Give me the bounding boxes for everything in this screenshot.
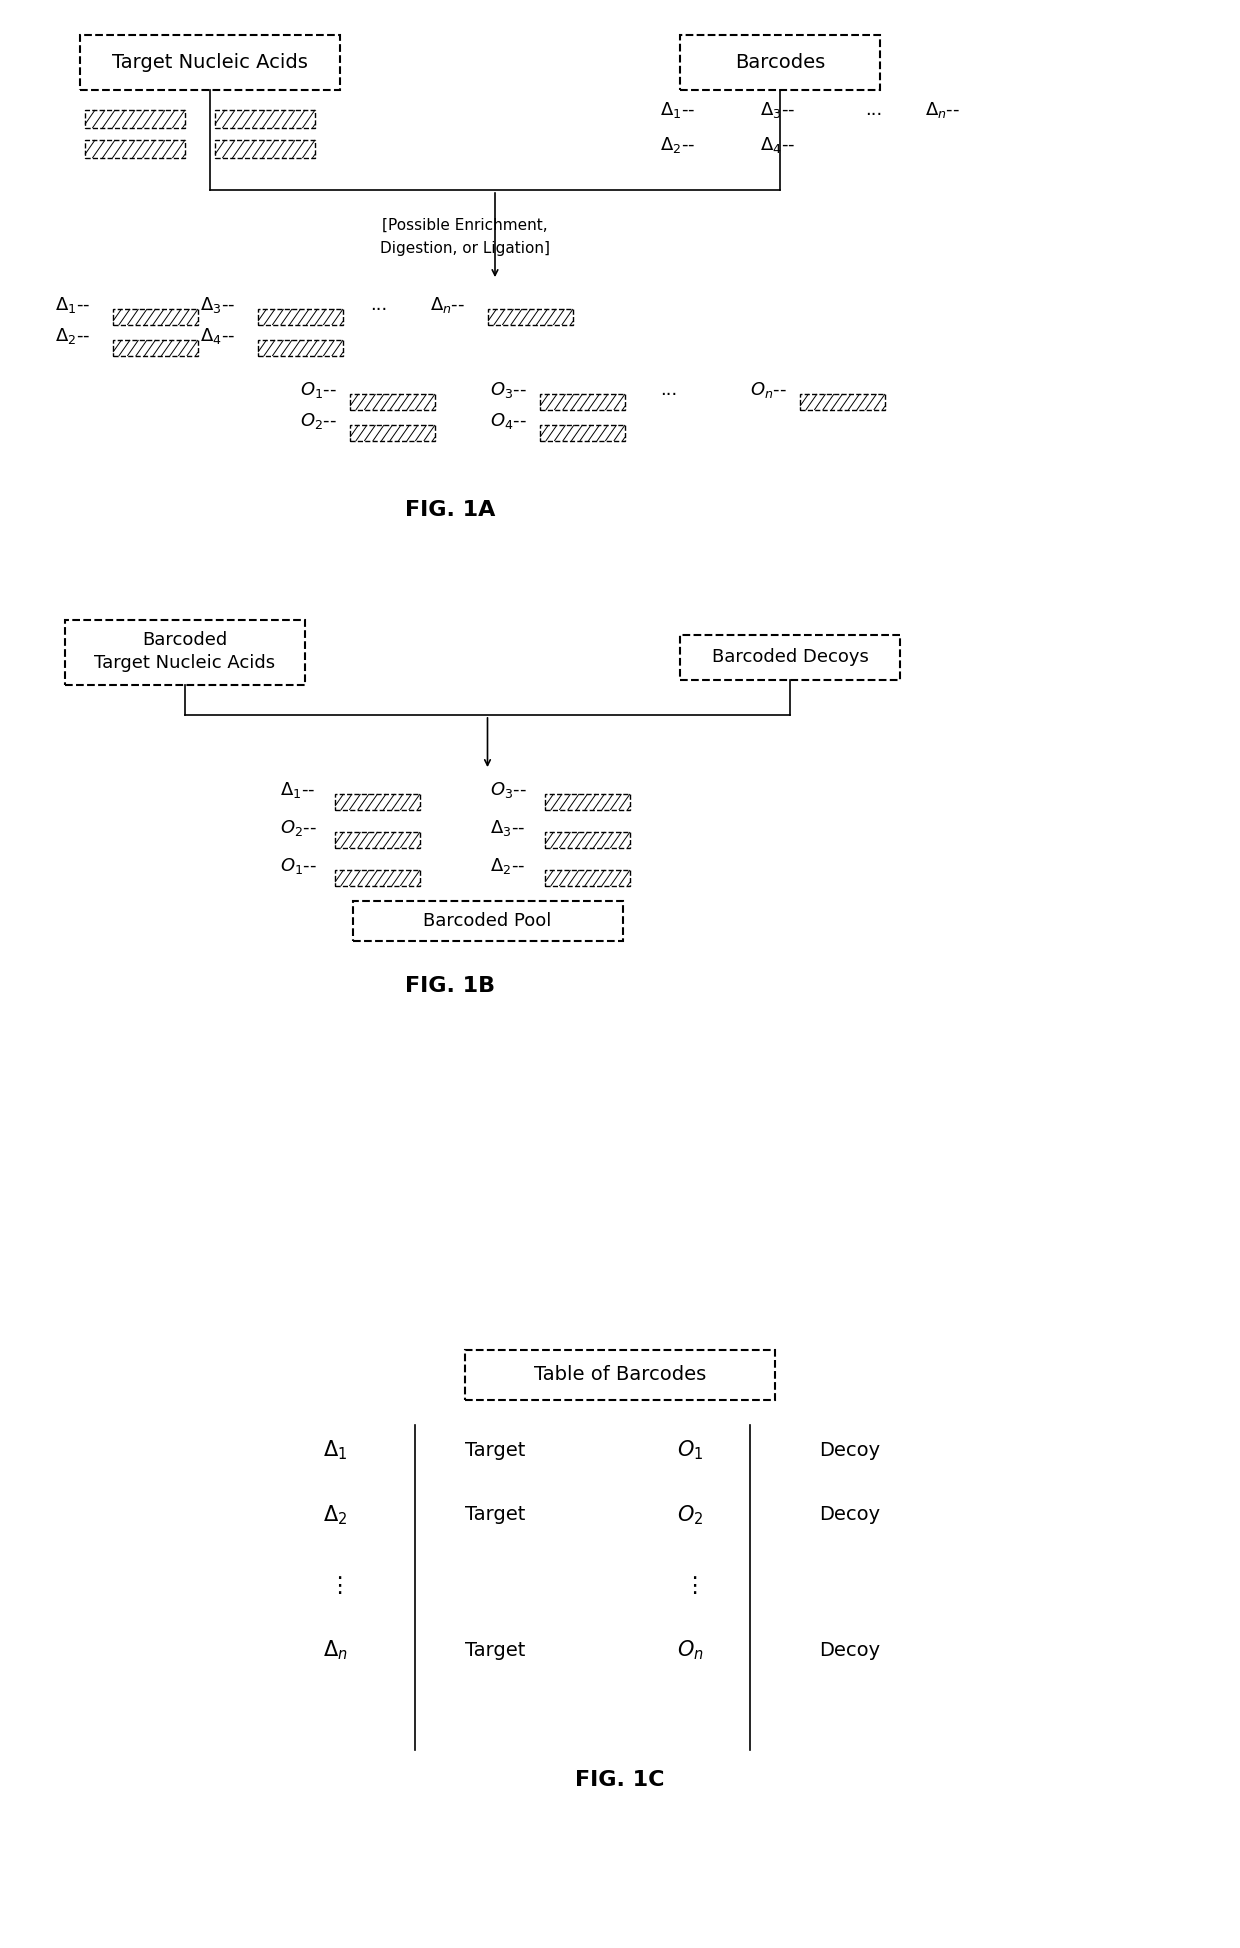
Text: Target Nucleic Acids: Target Nucleic Acids (94, 655, 275, 672)
Text: Barcoded Decoys: Barcoded Decoys (712, 649, 868, 666)
Text: $\Delta_1$--: $\Delta_1$-- (280, 779, 315, 801)
Text: $O_3$--: $O_3$-- (490, 380, 527, 399)
Text: $O_1$: $O_1$ (677, 1438, 703, 1461)
Text: Target Nucleic Acids: Target Nucleic Acids (112, 53, 308, 72)
Text: ...: ... (370, 296, 387, 314)
Bar (800, 393, 885, 409)
Text: $\vdots$: $\vdots$ (683, 1574, 697, 1595)
Text: FIG. 1C: FIG. 1C (575, 1771, 665, 1790)
Text: $\Delta_2$: $\Delta_2$ (322, 1504, 347, 1527)
Text: $\Delta_n$--: $\Delta_n$-- (925, 99, 960, 121)
Text: FIG. 1A: FIG. 1A (404, 501, 495, 520)
Bar (539, 425, 625, 440)
Bar (680, 635, 900, 680)
Bar (546, 795, 630, 810)
Bar (215, 109, 315, 129)
Text: $\Delta_n$: $\Delta_n$ (322, 1638, 347, 1662)
Text: Digestion, or Ligation]: Digestion, or Ligation] (379, 240, 551, 255)
Bar (546, 832, 630, 847)
Text: $O_2$: $O_2$ (677, 1504, 703, 1527)
Bar (350, 393, 435, 409)
Text: [Possible Enrichment,: [Possible Enrichment, (382, 218, 548, 232)
Text: $O_1$--: $O_1$-- (300, 380, 337, 399)
Text: $O_n$: $O_n$ (677, 1638, 703, 1662)
Text: $\Delta_2$--: $\Delta_2$-- (490, 855, 525, 877)
Text: $\Delta_2$--: $\Delta_2$-- (55, 325, 91, 347)
Text: $O_2$--: $O_2$-- (280, 818, 316, 838)
Bar (465, 1350, 775, 1401)
Bar (546, 871, 630, 886)
Bar (215, 140, 315, 158)
Bar (86, 140, 185, 158)
Text: $O_2$--: $O_2$-- (300, 411, 337, 431)
Text: FIG. 1B: FIG. 1B (405, 976, 495, 995)
Text: $O_3$--: $O_3$-- (490, 779, 527, 801)
Bar (86, 109, 185, 129)
Text: Decoy: Decoy (820, 1640, 880, 1660)
Text: $\Delta_1$--: $\Delta_1$-- (55, 294, 91, 316)
Text: $O_n$--: $O_n$-- (750, 380, 786, 399)
Text: Barcoded Pool: Barcoded Pool (423, 912, 552, 929)
Bar (489, 310, 573, 325)
Text: $\Delta_1$--: $\Delta_1$-- (660, 99, 696, 121)
Text: Target: Target (465, 1506, 526, 1525)
Text: $\Delta_2$--: $\Delta_2$-- (660, 134, 696, 156)
Text: $O_1$--: $O_1$-- (280, 855, 316, 877)
Bar (64, 619, 305, 686)
Bar (335, 871, 420, 886)
Text: Barcodes: Barcodes (735, 53, 825, 72)
Bar (335, 795, 420, 810)
Text: Decoy: Decoy (820, 1506, 880, 1525)
Bar (539, 393, 625, 409)
Text: Decoy: Decoy (820, 1440, 880, 1459)
Text: $\Delta_3$--: $\Delta_3$-- (200, 294, 236, 316)
Text: $O_4$--: $O_4$-- (490, 411, 527, 431)
Text: $\Delta_3$--: $\Delta_3$-- (760, 99, 795, 121)
Bar (258, 341, 343, 356)
Bar (352, 902, 622, 941)
Text: $\Delta_4$--: $\Delta_4$-- (200, 325, 236, 347)
Text: $\Delta_n$--: $\Delta_n$-- (430, 294, 465, 316)
Text: Target: Target (465, 1440, 526, 1459)
Bar (258, 310, 343, 325)
Text: ...: ... (660, 382, 677, 399)
Text: $\Delta_4$--: $\Delta_4$-- (760, 134, 795, 156)
Text: $\Delta_3$--: $\Delta_3$-- (490, 818, 525, 838)
Bar (81, 35, 340, 90)
Text: $\vdots$: $\vdots$ (327, 1574, 342, 1595)
Text: Table of Barcodes: Table of Barcodes (534, 1366, 706, 1385)
Bar (113, 310, 198, 325)
Text: Target: Target (465, 1640, 526, 1660)
Bar (335, 832, 420, 847)
Text: Barcoded: Barcoded (143, 631, 228, 649)
Text: ...: ... (866, 101, 882, 119)
Bar (680, 35, 880, 90)
Bar (350, 425, 435, 440)
Bar (113, 341, 198, 356)
Text: $\Delta_1$: $\Delta_1$ (322, 1438, 347, 1461)
